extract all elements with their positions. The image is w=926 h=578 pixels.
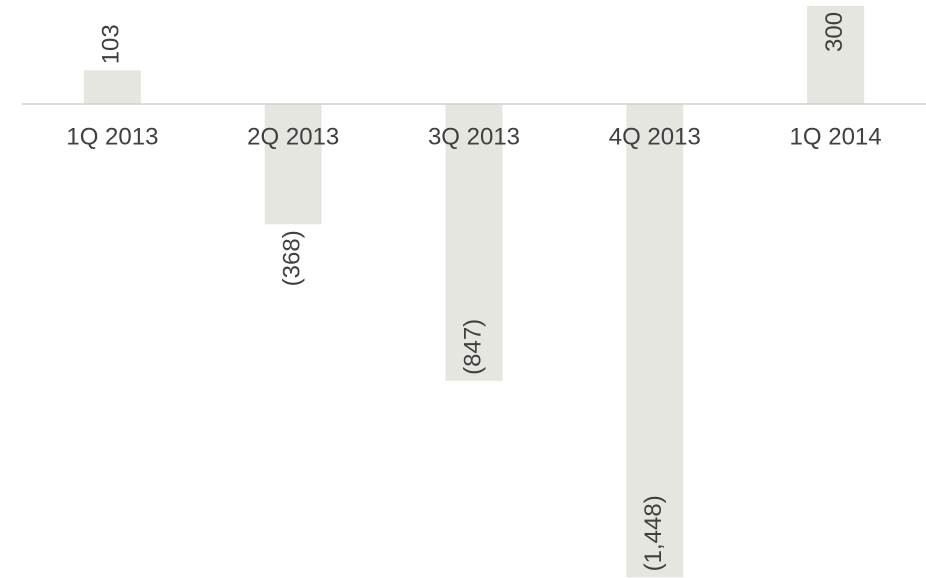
- data-label: (368): [279, 230, 306, 286]
- bar: [83, 70, 141, 104]
- bar: [807, 5, 865, 104]
- bar: [445, 103, 503, 381]
- data-label: (1,448): [640, 495, 667, 571]
- x-tick-label: 1Q 2014: [790, 123, 882, 150]
- bar: [264, 103, 322, 225]
- data-label: 103: [98, 24, 125, 64]
- data-label: 300: [821, 12, 848, 52]
- x-tick-label: 4Q 2013: [609, 123, 701, 150]
- data-label: (847): [459, 319, 486, 375]
- x-tick-label: 3Q 2013: [428, 123, 520, 150]
- x-tick-label: 2Q 2013: [247, 123, 339, 150]
- x-tick-label: 1Q 2013: [66, 123, 158, 150]
- bar: [626, 103, 684, 578]
